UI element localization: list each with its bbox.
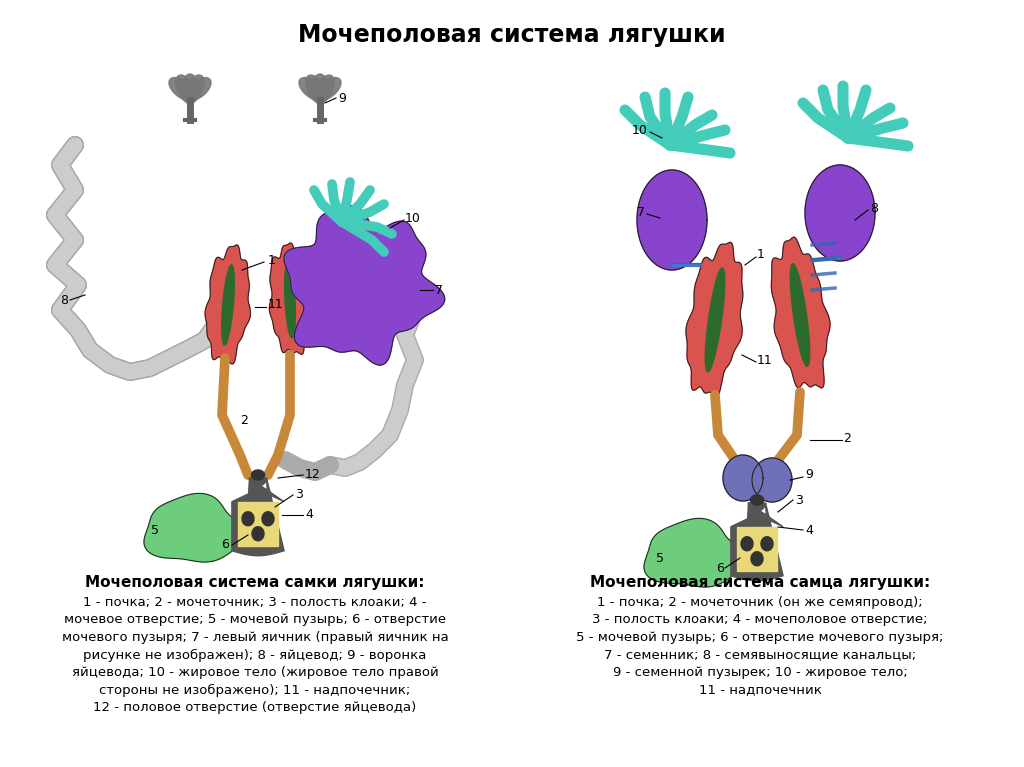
Text: 6: 6 (221, 538, 229, 551)
Polygon shape (182, 74, 198, 104)
Polygon shape (752, 458, 792, 502)
Text: Мочеполовая система лягушки: Мочеполовая система лягушки (298, 23, 726, 47)
Text: 3: 3 (795, 493, 803, 506)
Polygon shape (284, 206, 444, 365)
Polygon shape (771, 237, 830, 388)
Text: 7: 7 (637, 206, 645, 219)
Polygon shape (144, 493, 245, 562)
Text: 1 - почка; 2 - мочеточник; 3 - полость клоаки; 4 -
мочевое отверстие; 5 - мочево: 1 - почка; 2 - мочеточник; 3 - полость к… (61, 596, 449, 714)
Text: 1: 1 (268, 254, 275, 266)
Text: 1 - почка; 2 - мочеточник (он же семяпровод);
3 - полость клоаки; 4 - мочеполово: 1 - почка; 2 - мочеточник (он же семяпро… (577, 596, 944, 696)
Polygon shape (791, 264, 810, 367)
Polygon shape (315, 75, 334, 103)
Text: 10: 10 (406, 212, 421, 225)
Polygon shape (299, 77, 325, 100)
Polygon shape (751, 495, 764, 505)
Polygon shape (741, 537, 753, 551)
Polygon shape (252, 470, 264, 480)
Text: 11: 11 (268, 298, 284, 311)
Text: 7: 7 (435, 284, 443, 297)
Polygon shape (315, 77, 341, 100)
Polygon shape (176, 75, 195, 103)
Polygon shape (169, 77, 195, 100)
Text: 5: 5 (656, 551, 664, 565)
Polygon shape (269, 243, 312, 354)
Polygon shape (761, 537, 773, 551)
Polygon shape (205, 245, 251, 364)
Polygon shape (731, 503, 783, 581)
Text: 8: 8 (870, 202, 878, 215)
Text: 10: 10 (632, 123, 648, 137)
Polygon shape (644, 518, 744, 587)
Polygon shape (231, 478, 284, 556)
Text: 2: 2 (843, 432, 851, 445)
Polygon shape (306, 75, 325, 103)
Text: 9: 9 (338, 91, 346, 104)
Polygon shape (706, 268, 725, 372)
Polygon shape (285, 262, 295, 337)
Text: 3: 3 (295, 489, 303, 502)
Text: 2: 2 (240, 413, 248, 426)
Polygon shape (222, 265, 234, 345)
Polygon shape (252, 527, 264, 541)
Polygon shape (312, 74, 328, 104)
Text: 5: 5 (151, 524, 159, 536)
Polygon shape (805, 165, 874, 261)
Text: 11: 11 (757, 354, 773, 367)
Polygon shape (686, 242, 742, 397)
Text: Мочеполовая система самца лягушки:: Мочеполовая система самца лягушки: (590, 575, 930, 590)
Polygon shape (262, 512, 274, 525)
Text: 8: 8 (60, 294, 68, 307)
Text: 4: 4 (805, 524, 813, 536)
Text: 9: 9 (805, 469, 813, 482)
Polygon shape (751, 551, 763, 566)
Text: 1: 1 (757, 249, 765, 262)
Text: 4: 4 (305, 509, 313, 522)
Text: Мочеполовая система самки лягушки:: Мочеполовая система самки лягушки: (85, 575, 425, 590)
Polygon shape (723, 455, 763, 501)
Polygon shape (637, 170, 707, 270)
Polygon shape (242, 512, 254, 525)
Polygon shape (185, 75, 204, 103)
Text: 12: 12 (305, 469, 321, 482)
Text: 6: 6 (716, 561, 724, 574)
Polygon shape (186, 77, 211, 100)
